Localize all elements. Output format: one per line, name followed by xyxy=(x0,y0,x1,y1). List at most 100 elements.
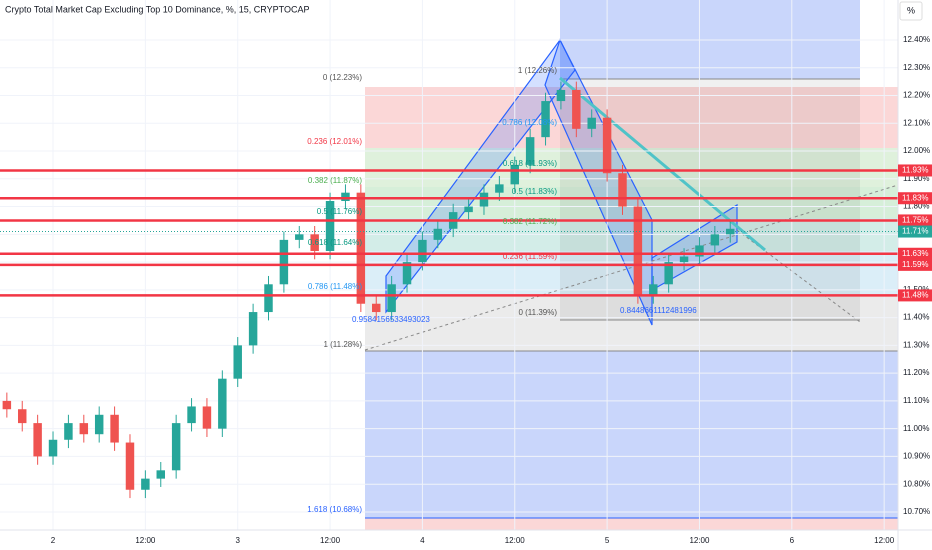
candle-body xyxy=(418,239,427,263)
candle-body xyxy=(141,478,150,490)
level-tag xyxy=(898,192,932,205)
candle-body xyxy=(495,184,504,193)
candle-body xyxy=(556,89,566,102)
candle-body xyxy=(94,414,104,435)
candle-body xyxy=(279,239,289,285)
fib-label: 1 (12.26%) xyxy=(518,66,557,75)
level-label: 11.83% xyxy=(902,193,929,202)
axes: 10.70% 10.80% 10.90% 11.00% 11.10% 11.20% 11.3… xyxy=(51,35,932,545)
candle-body xyxy=(387,284,396,313)
level-tag xyxy=(898,258,932,271)
candle-body xyxy=(341,192,350,202)
candle-body xyxy=(710,234,720,246)
fib-label: 1.618 (10.68%) xyxy=(307,505,362,514)
candle-body xyxy=(248,312,258,346)
levels xyxy=(0,169,898,297)
y-tick-label: 11.90% xyxy=(903,174,930,183)
candle-body xyxy=(572,89,581,129)
ratio-label: 0.8448661112481996 xyxy=(620,306,697,315)
y-tick-label: 12.00% xyxy=(903,146,930,155)
fib-label: 0.5 (11.76%) xyxy=(317,207,363,216)
fib-band xyxy=(365,251,898,295)
chart-title: Crypto Total Market Cap Excluding Top 10… xyxy=(5,4,309,14)
y-tick-label: 12.30% xyxy=(903,63,930,72)
x-tick-label: 12:00 xyxy=(135,536,156,545)
candle-body xyxy=(156,470,165,479)
y-tick-label: 11.20% xyxy=(903,368,930,377)
unit-button[interactable] xyxy=(899,1,923,21)
x-tick-label: 5 xyxy=(605,536,610,545)
fib-label: 0 (11.39%) xyxy=(518,308,557,317)
candle-body xyxy=(48,439,58,457)
unit-label: % xyxy=(907,5,915,15)
level-label: 11.93% xyxy=(902,166,929,175)
level-label: 11.48% xyxy=(902,291,929,300)
y-tick-label: 12.40% xyxy=(903,35,930,44)
fib-label: 0 (12.23%) xyxy=(323,73,362,82)
level-tag xyxy=(898,289,932,302)
channel xyxy=(651,203,738,292)
candle-body xyxy=(541,101,550,138)
last-price-tag xyxy=(898,225,932,238)
candle-body xyxy=(464,206,473,213)
candle-body xyxy=(2,400,12,410)
level-tag xyxy=(898,247,932,260)
candle-body xyxy=(402,262,412,285)
y-tick-label: 10.80% xyxy=(903,479,930,488)
ratio-label: 0.9584156533493023 xyxy=(352,315,430,324)
candle-body xyxy=(649,284,658,296)
y-tick-label: 12.10% xyxy=(903,118,930,127)
candle-body xyxy=(233,345,242,379)
x-tick-label: 12:00 xyxy=(320,536,341,545)
x-tick-label: 2 xyxy=(51,536,56,545)
y-tick-label: 10.70% xyxy=(903,507,930,516)
x-tick-label: 12:00 xyxy=(689,536,710,545)
y-tick-label: 11.80% xyxy=(903,202,930,211)
candles xyxy=(2,81,735,499)
x-tick-label: 12:00 xyxy=(505,536,526,545)
fib-label: 0.5 (11.83%) xyxy=(512,187,558,196)
level-label: 11.63% xyxy=(902,249,929,258)
fib-label: 0.786 (11.48%) xyxy=(308,282,362,291)
candle-body xyxy=(479,192,489,207)
x-tick-label: 12:00 xyxy=(874,536,895,545)
y-tick-label: 11.10% xyxy=(903,396,930,405)
grid xyxy=(0,0,898,530)
y-tick-label: 12.20% xyxy=(903,91,930,100)
candle-body xyxy=(726,228,735,235)
candle-body xyxy=(587,117,596,129)
range-bottom xyxy=(365,351,898,518)
last-price-label: 11.71% xyxy=(902,227,929,236)
candle-body xyxy=(33,423,42,457)
x-tick-label: 3 xyxy=(235,536,240,545)
candle-body xyxy=(171,423,181,471)
fib-label: 0.786 (12.08%) xyxy=(502,118,557,127)
candle-body xyxy=(202,406,212,429)
trend-dashed xyxy=(364,184,899,351)
candle-body xyxy=(510,164,519,185)
candle-body xyxy=(18,409,27,424)
fib-band xyxy=(365,518,898,530)
fib-label: 0.236 (11.59%) xyxy=(503,252,557,261)
fib-label: 0.236 (12.01%) xyxy=(307,137,362,146)
candle-body xyxy=(618,173,627,207)
y-tick-label: 11.00% xyxy=(903,424,930,433)
candle-body xyxy=(218,378,227,429)
fib-label: 0.382 (11.72%) xyxy=(503,217,557,226)
level-tag xyxy=(898,214,932,227)
x-tick-label: 4 xyxy=(420,536,425,545)
level-tag xyxy=(898,164,932,177)
fib-label: 0.618 (11.64%) xyxy=(308,238,362,247)
candle-body xyxy=(295,234,304,240)
candle-body xyxy=(187,406,196,424)
candle-body xyxy=(110,414,119,443)
level-label: 11.75% xyxy=(902,216,929,225)
annotations: 0 (12.23%) 0.236 (12.01%) 0.382 (11.87%)… xyxy=(307,66,697,514)
candle-body xyxy=(356,192,366,304)
candle-body xyxy=(433,228,443,240)
candle-body xyxy=(633,206,643,296)
fib-label: 0.382 (11.87%) xyxy=(308,176,362,185)
fib-label: 0.618 (11.93%) xyxy=(503,159,557,168)
x-tick-label: 6 xyxy=(790,536,795,545)
